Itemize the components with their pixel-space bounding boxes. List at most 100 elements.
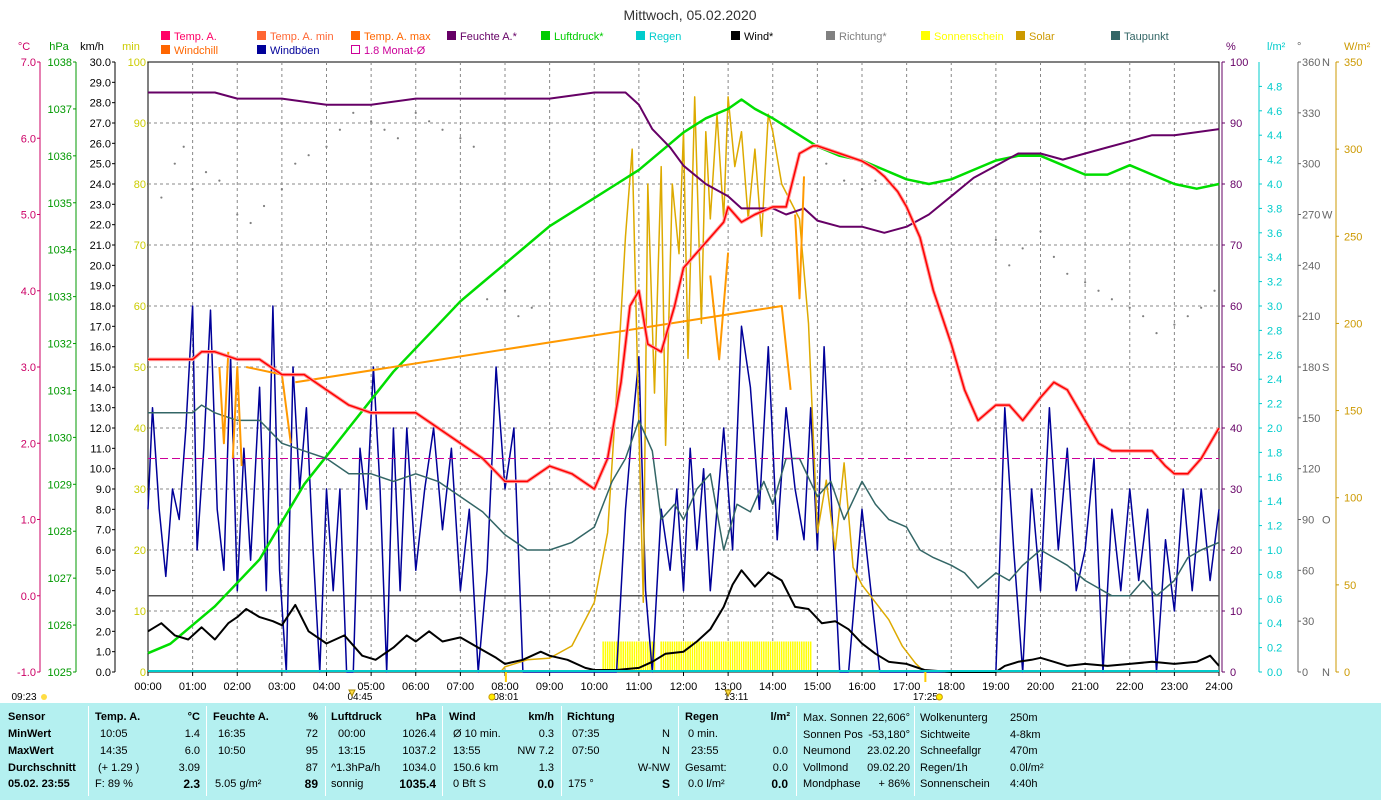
x-ticklabel-17: 17:00 bbox=[893, 681, 921, 693]
axis-ticklabel-rain_lm2-1: 4.6 bbox=[1267, 106, 1282, 118]
axis-ticklabel-sunshine_min-3: 70 bbox=[134, 240, 146, 252]
axis-ticklabel-sunshine_min-4: 60 bbox=[134, 301, 146, 313]
axis-ticklabel-wind_kmh-9: 21.0 bbox=[90, 240, 111, 252]
legend-label-10: Richtung* bbox=[839, 31, 887, 43]
direction-point-32 bbox=[1008, 264, 1011, 267]
time-marker-label-3: 13:11 bbox=[724, 692, 749, 703]
weather-label-0: Wolkenunterg bbox=[920, 712, 988, 724]
direction-point-21 bbox=[459, 137, 462, 140]
axis-ticklabel-rain_lm2-9: 3.0 bbox=[1267, 301, 1282, 313]
x-ticklabel-11: 11:00 bbox=[626, 681, 653, 693]
axis-ticklabel-solar_wm2-5: 100 bbox=[1344, 493, 1362, 505]
axis-ticklabel-humidity_pct-0: 100 bbox=[1230, 57, 1248, 69]
axis-ticklabel-pressure_hpa-10: 1028 bbox=[48, 526, 72, 538]
legend-swatch-13 bbox=[1111, 31, 1120, 40]
direction-point-10 bbox=[294, 162, 297, 165]
astro-value-3: 09.02.20 bbox=[867, 762, 910, 774]
weather-label-4: Sonnenschein bbox=[920, 778, 990, 790]
row-label-avg: Durchschnitt bbox=[8, 762, 76, 774]
x-ticklabel-19: 19:00 bbox=[982, 681, 1010, 693]
temp-header: Temp. A. bbox=[95, 711, 141, 723]
wind-current: 0.0 bbox=[537, 777, 554, 791]
weather-value-1: 4-8km bbox=[1010, 729, 1041, 741]
rain-r2-time: 23:55 bbox=[691, 745, 719, 757]
axis-ticklabel-temp_c-7: 0.0 bbox=[21, 591, 36, 603]
marker-icon-4 bbox=[935, 693, 943, 701]
axis-ticklabel-rain_lm2-20: 0.8 bbox=[1267, 569, 1282, 581]
axis-ticklabel-pressure_hpa-11: 1027 bbox=[48, 573, 72, 585]
windchill-line-3 bbox=[295, 305, 792, 391]
temp-min-val: 1.4 bbox=[184, 728, 200, 740]
axis-ticklabel-solar_wm2-6: 50 bbox=[1344, 580, 1356, 592]
pressure-min-time: 00:00 bbox=[338, 728, 366, 740]
axis-ticklabel-wind_kmh-15: 15.0 bbox=[90, 362, 111, 374]
humidity-header: Feuchte A. bbox=[213, 711, 269, 723]
legend-label-6: Feuchte A.* bbox=[460, 31, 518, 43]
direction-point-13 bbox=[338, 128, 341, 131]
temp-line bbox=[148, 145, 1220, 490]
direction-point-26 bbox=[530, 306, 533, 309]
wind-bft: 0 Bft S bbox=[453, 778, 487, 790]
axis-ticklabel-sunshine_min-7: 30 bbox=[134, 484, 146, 496]
axis-ticklabel-rain_lm2-6: 3.6 bbox=[1267, 228, 1282, 240]
axis-ticklabel-temp_c-6: 1.0 bbox=[21, 515, 36, 527]
humidity-max-time: 10:50 bbox=[218, 745, 246, 757]
temp-unit: °C bbox=[187, 711, 200, 723]
humidity-min-time: 16:35 bbox=[218, 728, 246, 740]
axis-ticklabel-pressure_hpa-12: 1026 bbox=[48, 620, 72, 632]
wind-distance: 150.6 km bbox=[453, 762, 499, 774]
direction-point-14 bbox=[352, 111, 355, 114]
axis-ticklabel-sunshine_min-2: 80 bbox=[134, 179, 146, 191]
axis-ticklabel-wind_kmh-28: 2.0 bbox=[96, 626, 111, 638]
legend-label-3: Windböen bbox=[270, 45, 320, 57]
pressure-unit: hPa bbox=[415, 711, 436, 723]
axis-ticklabel-humidity_pct-9: 10 bbox=[1230, 606, 1242, 618]
axis-ticklabel-temp_c-0: 7.0 bbox=[21, 57, 36, 69]
axis-ticksuffix-direction_deg-3: W bbox=[1322, 210, 1333, 222]
direction-point-20 bbox=[441, 128, 444, 131]
axis-ticklabel-pressure_hpa-4: 1034 bbox=[48, 245, 72, 257]
axis-unit-sunshine_min: min bbox=[122, 41, 140, 53]
legend: Temp. A. Windchill Temp. A. min Windböen Tem… bbox=[161, 31, 1169, 57]
direction-point-44 bbox=[1186, 315, 1189, 318]
x-ticklabel-13: 13:00 bbox=[714, 681, 742, 693]
axis-ticklabel-rain_lm2-11: 2.6 bbox=[1267, 350, 1282, 362]
direction-point-38 bbox=[1097, 289, 1100, 292]
direction-point-37 bbox=[1084, 281, 1087, 284]
x-ticklabel-7: 07:00 bbox=[447, 681, 475, 693]
axis-ticklabel-rain_lm2-3: 4.2 bbox=[1267, 155, 1282, 167]
pressure-forecast: sonnig bbox=[331, 778, 364, 790]
axis-ticklabel-rain_lm2-4: 4.0 bbox=[1267, 179, 1282, 191]
axis-ticklabel-solar_wm2-4: 150 bbox=[1344, 406, 1362, 418]
axis-ticksuffix-direction_deg-12: N bbox=[1322, 667, 1330, 679]
axis-ticklabel-pressure_hpa-3: 1035 bbox=[48, 198, 72, 210]
weather-label-2: Schneefallgr bbox=[920, 745, 982, 757]
direction-point-27 bbox=[825, 162, 828, 165]
axis-ticklabel-pressure_hpa-9: 1029 bbox=[48, 479, 72, 491]
direction-point-17 bbox=[396, 137, 399, 140]
axis-ticklabel-pressure_hpa-13: 1025 bbox=[48, 667, 72, 679]
astro-value-0: 22,606° bbox=[871, 712, 910, 724]
legend-label-0: Temp. A. bbox=[174, 31, 217, 43]
astro-label-0: Max. Sonnen bbox=[803, 712, 868, 724]
time-marker-label-1: 04:45 bbox=[347, 692, 372, 703]
legend-swatch-2 bbox=[257, 31, 266, 40]
axis-ticklabel-solar_wm2-1: 300 bbox=[1344, 144, 1362, 156]
direction-point-9 bbox=[280, 187, 283, 191]
axis-ticklabel-wind_kmh-10: 20.0 bbox=[90, 260, 111, 272]
temp-current: 2.3 bbox=[183, 777, 200, 791]
legend-swatch-5 bbox=[351, 45, 360, 54]
direction-r1-val: N bbox=[662, 728, 670, 740]
legend-label-9: Wind* bbox=[744, 31, 774, 43]
wind-unit: km/h bbox=[528, 711, 554, 723]
marker-icon-2 bbox=[488, 693, 496, 701]
windchill-line-1 bbox=[231, 366, 243, 467]
legend-label-2: Temp. A. min bbox=[270, 31, 334, 43]
axis-ticklabel-sunshine_min-5: 50 bbox=[134, 362, 146, 374]
axis-ticklabel-rain_lm2-16: 1.6 bbox=[1267, 472, 1282, 484]
dewpoint-line bbox=[148, 404, 1220, 597]
axis-ticklabel-rain_lm2-8: 3.2 bbox=[1267, 277, 1282, 289]
legend-swatch-4 bbox=[351, 31, 360, 40]
direction-point-23 bbox=[486, 298, 489, 301]
axis-ticklabel-rain_lm2-7: 3.4 bbox=[1267, 252, 1282, 264]
